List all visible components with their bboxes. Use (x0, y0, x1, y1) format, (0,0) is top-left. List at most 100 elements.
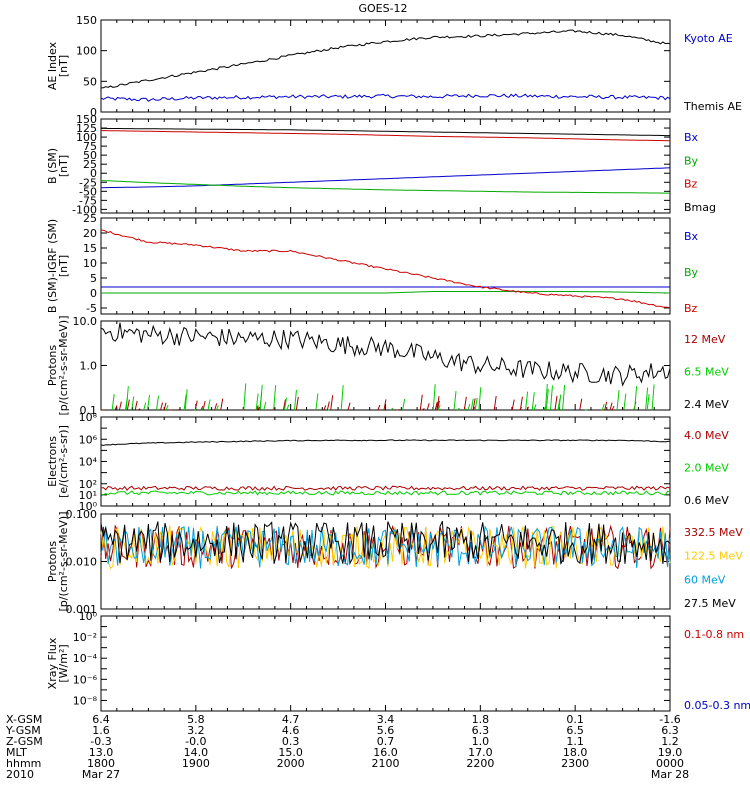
series-spike (143, 402, 147, 411)
series-spike (163, 402, 167, 411)
series-spike (437, 404, 441, 411)
series-spike (478, 387, 482, 411)
series-spike (284, 397, 288, 411)
y-tick-label: 50 (83, 75, 97, 88)
series-spike (194, 408, 197, 411)
series-spike (202, 401, 206, 411)
series-12-mev (101, 394, 637, 411)
series-spike (634, 386, 638, 411)
series-spike (557, 398, 561, 411)
y-tick-label: 10⁻⁸ (73, 694, 98, 707)
x-row-label: 2010 (6, 768, 34, 781)
y-tick-label: 25 (83, 158, 97, 171)
x-tick-label: 0000 (656, 757, 684, 770)
x-tick-label: Mar 28 (651, 768, 689, 781)
y-tick-label: 10⁶ (79, 433, 98, 446)
x-tick-label: 15.0 (278, 746, 303, 759)
y-tick-label: -50 (79, 185, 97, 198)
panel-6: 0.001 0.010 0.100 Protons[p/(cm²-s-sr-MeV)]… (46, 508, 743, 616)
series-spike (293, 389, 297, 411)
y-tick-label: 0 (90, 287, 97, 300)
series-spike (519, 396, 523, 411)
y-tick-label: 5 (90, 272, 97, 285)
series-spike (323, 405, 327, 411)
x-tick-label: 2100 (372, 757, 400, 770)
series-spike (214, 403, 218, 411)
x-tick-label: 14.0 (184, 746, 209, 759)
y-axis-label: B (SM) (46, 148, 59, 184)
legend-label: 2.4 MeV (684, 398, 729, 411)
series-spike (558, 394, 562, 411)
y-axis-label: Electrons (46, 436, 59, 487)
x-row-label: Z-GSM (6, 735, 43, 748)
series-bx (101, 167, 671, 189)
x-tick-label: 6.3 (472, 724, 490, 737)
x-tick-label: 5.6 (377, 724, 395, 737)
y-tick-label: -75 (79, 194, 97, 207)
y-tick-label: 10 (83, 257, 97, 270)
y-tick-label: 10⁻² (73, 631, 97, 644)
y-tick-label: 15 (83, 242, 97, 255)
x-tick-label: 4.7 (282, 713, 300, 726)
y-tick-label: 0.1 (80, 404, 98, 417)
x-tick-label: 4.6 (282, 724, 300, 737)
x-tick-label: 3.2 (187, 724, 205, 737)
series-spike (436, 396, 440, 411)
series-spike (493, 395, 497, 411)
series-spike (554, 395, 558, 411)
x-row-label: X-GSM (6, 713, 42, 726)
panel-3: -5 0 5 10 15 20 25 B (SM)-IGRF (SM)[nT] Bx By Bz (46, 212, 699, 315)
panel-frame (100, 513, 671, 610)
series-spike (194, 400, 198, 411)
x-tick-label: Mar 27 (82, 768, 120, 781)
series-spike (147, 394, 151, 411)
y-tick-label: -25 (79, 176, 97, 189)
x-tick-label: 1.2 (661, 735, 679, 748)
series-spike (160, 402, 164, 411)
series-spike (118, 401, 122, 411)
x-tick-label: 6.4 (92, 713, 110, 726)
legend-label: Themis AE (683, 100, 742, 113)
series-spike (397, 408, 400, 411)
x-tick-label: -1.6 (659, 713, 680, 726)
y-axis-label: [nT] (57, 55, 70, 77)
series-spike (470, 398, 474, 411)
y-axis-label: [p/(cm²-s-sr-MeV)] (57, 512, 70, 612)
series-spike (609, 402, 613, 411)
series-spike (326, 401, 330, 411)
y-tick-label: 10⁸ (79, 411, 98, 424)
series-4-0-mev (100, 485, 671, 491)
x-tick-label: 1.0 (472, 735, 490, 748)
x-tick-label: 0.7 (377, 735, 395, 748)
series-2-0-mev (100, 490, 671, 496)
x-row-label: Y-GSM (5, 724, 41, 737)
legend-label: Kyoto AE (684, 32, 733, 45)
series-spike (137, 408, 141, 411)
series-spike (328, 408, 331, 411)
x-tick-label: 0.1 (566, 713, 584, 726)
series-spike (419, 394, 423, 411)
y-tick-label: 10⁴ (79, 456, 98, 469)
series-spike (156, 395, 160, 411)
y-tick-label: 0.010 (66, 556, 98, 569)
series-by (101, 291, 670, 294)
series-spike (645, 387, 649, 411)
series-spike (544, 384, 548, 411)
series-spike (134, 400, 138, 411)
legend-label: 2.0 MeV (684, 462, 729, 475)
series-spike (111, 394, 115, 411)
y-tick-label: 150 (76, 113, 97, 126)
y-tick-label: 10⁰ (79, 500, 98, 513)
series-spike (453, 390, 457, 411)
series-spike (519, 407, 523, 411)
series-spike (463, 408, 467, 411)
y-tick-label: 100 (76, 131, 97, 144)
series-6-5-mev (111, 383, 655, 411)
series-spike (263, 401, 267, 411)
x-tick-label: 5.8 (187, 713, 205, 726)
x-tick-label: 2000 (277, 757, 305, 770)
series-spike (259, 384, 263, 411)
